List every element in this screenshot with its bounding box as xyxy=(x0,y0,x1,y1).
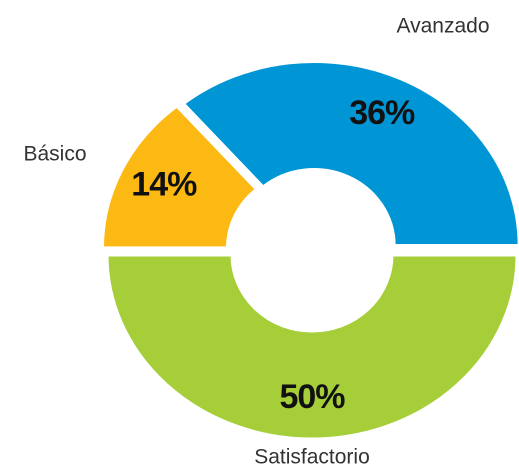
slice xyxy=(105,253,519,441)
value-label: 50% xyxy=(279,378,345,416)
value-label: 36% xyxy=(349,94,415,132)
category-label: Básico xyxy=(23,143,86,166)
slice xyxy=(181,59,519,247)
category-label: Avanzado xyxy=(396,15,489,38)
slice xyxy=(100,104,259,250)
category-label: Satisfactorio xyxy=(254,446,370,469)
value-label: 14% xyxy=(131,166,197,204)
